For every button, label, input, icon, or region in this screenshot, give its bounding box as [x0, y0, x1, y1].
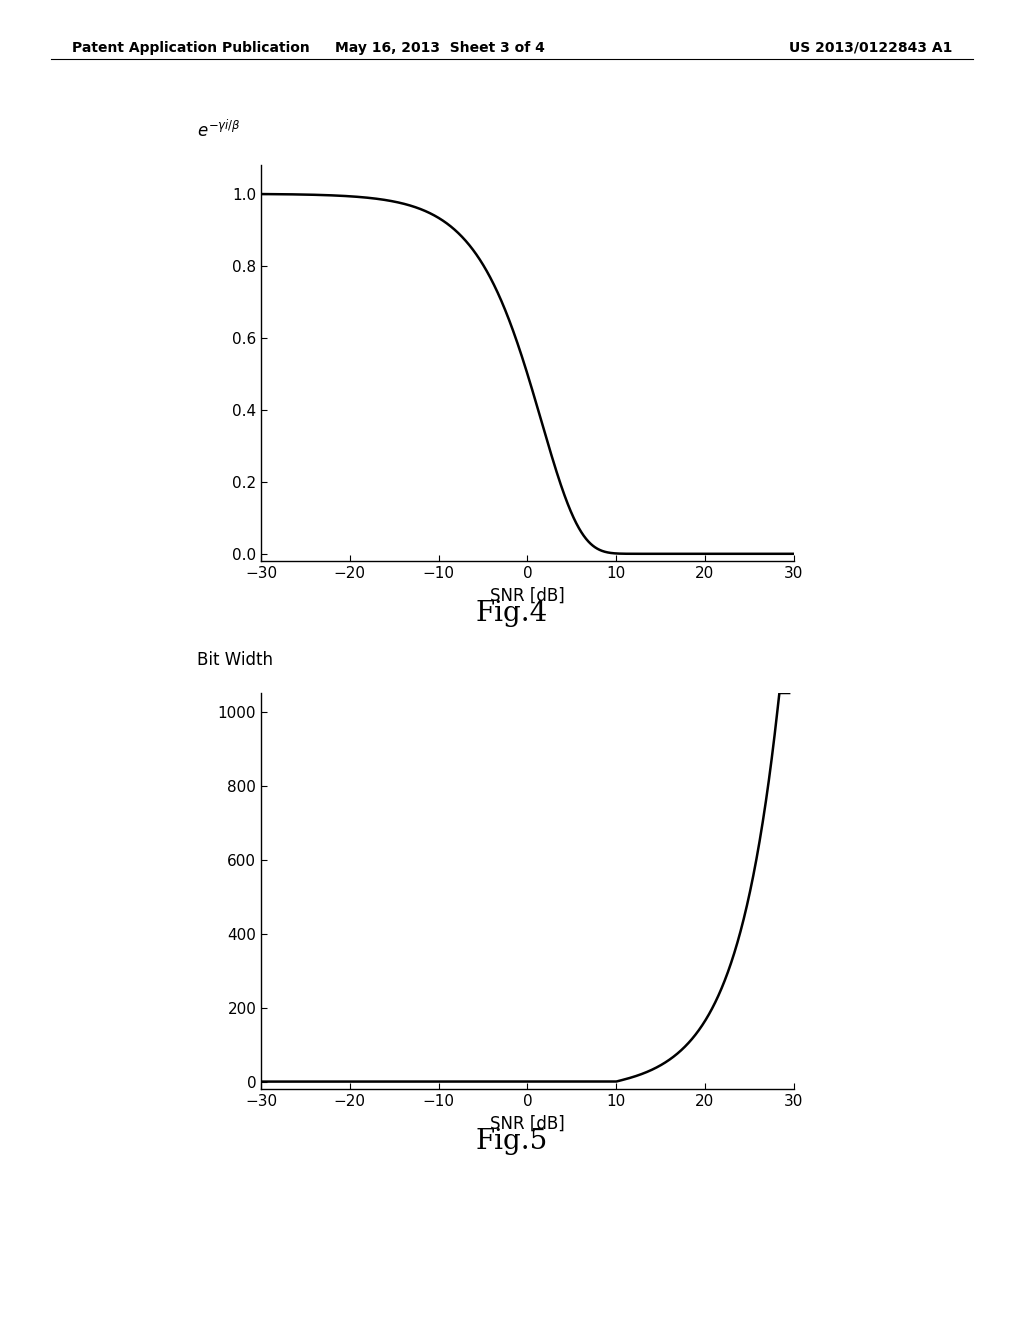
Text: US 2013/0122843 A1: US 2013/0122843 A1	[788, 41, 952, 55]
Text: $e^{-\gamma i/\beta}$: $e^{-\gamma i/\beta}$	[198, 120, 241, 141]
X-axis label: SNR [dB]: SNR [dB]	[490, 1114, 564, 1133]
Text: Fig.4: Fig.4	[476, 601, 548, 627]
X-axis label: SNR [dB]: SNR [dB]	[490, 586, 564, 605]
Text: Fig.5: Fig.5	[476, 1129, 548, 1155]
Text: May 16, 2013  Sheet 3 of 4: May 16, 2013 Sheet 3 of 4	[336, 41, 545, 55]
Text: Patent Application Publication: Patent Application Publication	[72, 41, 309, 55]
Text: Bit Width: Bit Width	[198, 651, 273, 669]
